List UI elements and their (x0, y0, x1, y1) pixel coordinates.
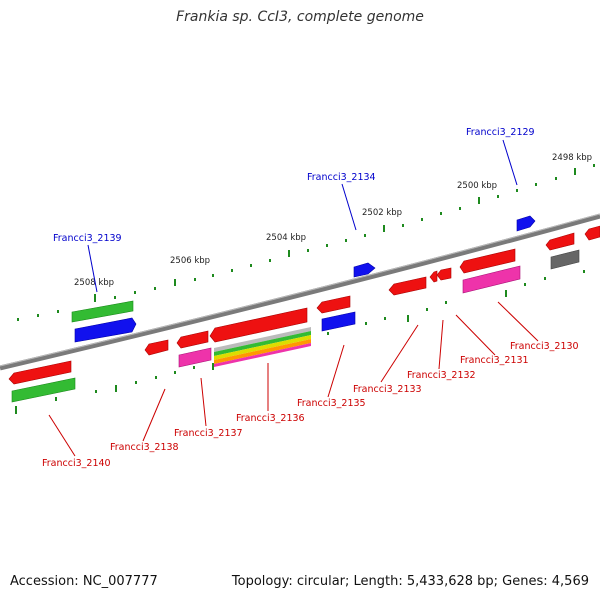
gene-label-francci3-2139: Francci3_2139 (53, 233, 122, 244)
gene-arrow-pink (178, 347, 212, 368)
gene-arrow-blue (74, 317, 137, 343)
gene-label-francci3-2136: Francci3_2136 (236, 413, 305, 424)
gene-features-upper (71, 215, 536, 343)
gene-arrow-red (209, 307, 308, 343)
gene-label-francci3-2134: Francci3_2134 (307, 172, 376, 183)
scale-labels: 2498 kbp 2500 kbp 2502 kbp 2504 kbp 2506… (74, 153, 592, 288)
gene-arrow-red (436, 267, 452, 281)
gene-arrow-green (11, 377, 76, 403)
upper-tick-row (17, 164, 595, 321)
gene-arrow-gray (550, 249, 580, 270)
gene-label-francci3-2130: Francci3_2130 (510, 341, 579, 352)
accession-text: Accession: NC_007777 (10, 574, 158, 589)
lower-tick-row (15, 270, 585, 414)
gene-arrow-blue (516, 215, 536, 232)
scale-label: 2498 kbp (552, 153, 592, 163)
gene-label-francci3-2138: Francci3_2138 (110, 442, 179, 453)
gene-arrow-blue (353, 262, 376, 278)
gene-label-francci3-2140: Francci3_2140 (42, 458, 111, 469)
gene-arrow-red (545, 232, 575, 251)
gene-arrow-red (584, 225, 600, 241)
gene-arrow-pink (462, 265, 521, 294)
gene-arrow-blue (321, 311, 356, 332)
scale-label: 2500 kbp (457, 181, 497, 191)
gene-features-lower (8, 225, 600, 403)
gene-arrow-green (71, 300, 134, 323)
gene-stack-green (214, 331, 311, 356)
genome-backbone (0, 213, 600, 371)
callout-lines-upper (87, 139, 518, 293)
gene-stack-pink (214, 343, 311, 367)
gene-stack-yellow (214, 335, 311, 360)
gene-arrow-red (429, 270, 438, 283)
scale-label: 2506 kbp (170, 256, 210, 266)
genome-summary-text: Topology: circular; Length: 5,433,628 bp… (231, 574, 589, 589)
gene-label-francci3-2137: Francci3_2137 (174, 428, 243, 439)
gene-arrow-red (459, 248, 516, 274)
gene-stack-orange (214, 339, 311, 364)
gene-arrow-red (8, 360, 72, 385)
map-title: Frankia sp. CcI3, complete genome (176, 9, 424, 25)
gene-label-francci3-2131: Francci3_2131 (460, 355, 529, 366)
gene-arrow-red (316, 295, 351, 314)
gene-label-francci3-2132: Francci3_2132 (407, 370, 476, 381)
scale-label: 2508 kbp (74, 278, 114, 288)
callout-lines-lower (48, 301, 539, 457)
gene-label-francci3-2129: Francci3_2129 (466, 127, 535, 138)
gene-arrow-red (176, 330, 209, 349)
gene-label-francci3-2133: Francci3_2133 (353, 384, 422, 395)
gene-arrow-red (388, 276, 427, 296)
gene-label-francci3-2135: Francci3_2135 (297, 398, 366, 409)
gene-stack-gray (214, 327, 311, 352)
scale-label: 2504 kbp (266, 233, 306, 243)
gene-arrow-red (144, 339, 169, 356)
scale-label: 2502 kbp (362, 208, 402, 218)
